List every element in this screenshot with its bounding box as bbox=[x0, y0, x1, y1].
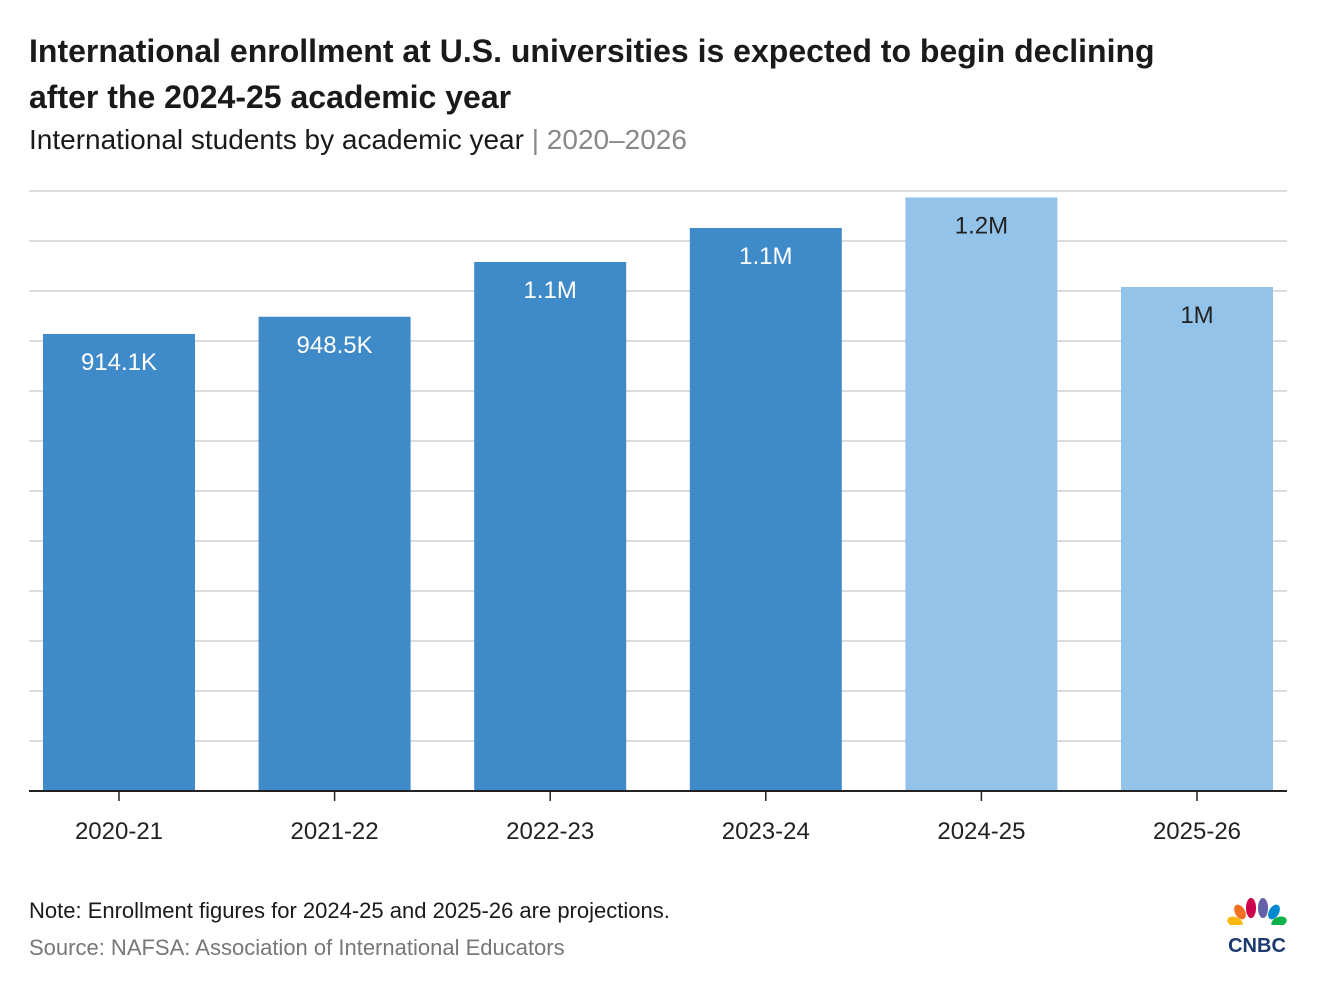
bar-chart: 914.1K 2020-21 948.5K 2021-22 1.1M 2022-23 1.1… bbox=[29, 190, 1287, 845]
chart-subtitle: International students by academic year … bbox=[29, 124, 687, 156]
bar-2025-26 bbox=[1121, 287, 1273, 791]
cnbc-logo: CNBC bbox=[1222, 898, 1292, 956]
x-tick-label: 2025-26 bbox=[1153, 818, 1241, 845]
subtitle-text: International students by academic year bbox=[29, 124, 524, 155]
x-tick-label: 2020-21 bbox=[75, 818, 163, 845]
data-label: 1M bbox=[1180, 302, 1213, 329]
subtitle-range: 2020–2026 bbox=[546, 124, 687, 155]
bar-2022-23 bbox=[474, 262, 627, 791]
data-label: 1.1M bbox=[524, 277, 577, 304]
x-tick-label: 2024-25 bbox=[937, 818, 1025, 845]
x-tick-label: 2021-22 bbox=[291, 818, 379, 845]
subtitle-separator: | bbox=[523, 124, 547, 155]
chart-source: Source: NAFSA: Association of Internatio… bbox=[29, 935, 565, 960]
logo-text: CNBC bbox=[1228, 935, 1286, 956]
x-tick-label: 2022-23 bbox=[506, 818, 594, 845]
data-label: 1.1M bbox=[739, 243, 792, 270]
data-label: 948.5K bbox=[297, 332, 373, 359]
peacock-icon bbox=[1222, 898, 1292, 931]
data-label: 914.1K bbox=[81, 349, 157, 376]
chart-title: International enrollment at U.S. univers… bbox=[29, 33, 1155, 115]
chart-note: Note: Enrollment figures for 2024-25 and… bbox=[29, 898, 670, 923]
bar-2024-25 bbox=[905, 197, 1058, 791]
bar-2020-21 bbox=[43, 333, 195, 791]
bar-2023-24 bbox=[689, 228, 842, 791]
x-tick-label: 2023-24 bbox=[722, 818, 810, 845]
bar-2021-22 bbox=[258, 316, 411, 791]
data-label: 1.2M bbox=[955, 213, 1008, 240]
